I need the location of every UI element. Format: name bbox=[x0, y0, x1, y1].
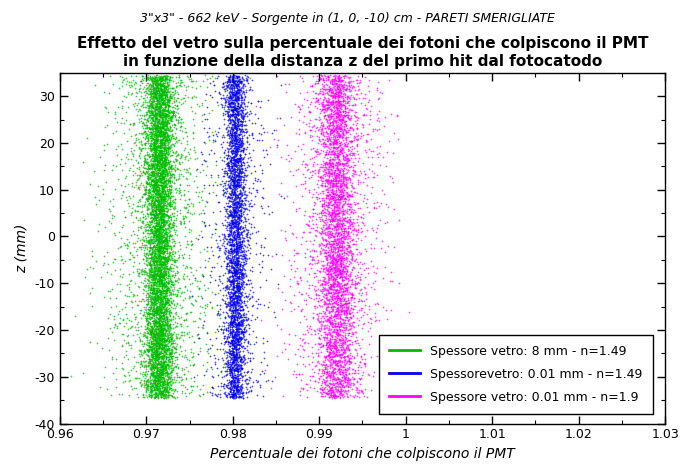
Text: 3"x3" - 662 keV - Sorgente in (1, 0, -10) cm - PARETI SMERIGLIATE: 3"x3" - 662 keV - Sorgente in (1, 0, -10… bbox=[139, 12, 555, 25]
Legend: Spessore vetro: 8 mm - n=1.49, Spessorevetro: 0.01 mm - n=1.49, Spessore vetro: : Spessore vetro: 8 mm - n=1.49, Spessorev… bbox=[379, 335, 653, 414]
Title: Effetto del vetro sulla percentuale dei fotoni che colpiscono il PMT
in funzione: Effetto del vetro sulla percentuale dei … bbox=[77, 37, 648, 69]
Y-axis label: z (mm): z (mm) bbox=[15, 224, 29, 273]
X-axis label: Percentuale dei fotoni che colpiscono il PMT: Percentuale dei fotoni che colpiscono il… bbox=[210, 447, 515, 461]
